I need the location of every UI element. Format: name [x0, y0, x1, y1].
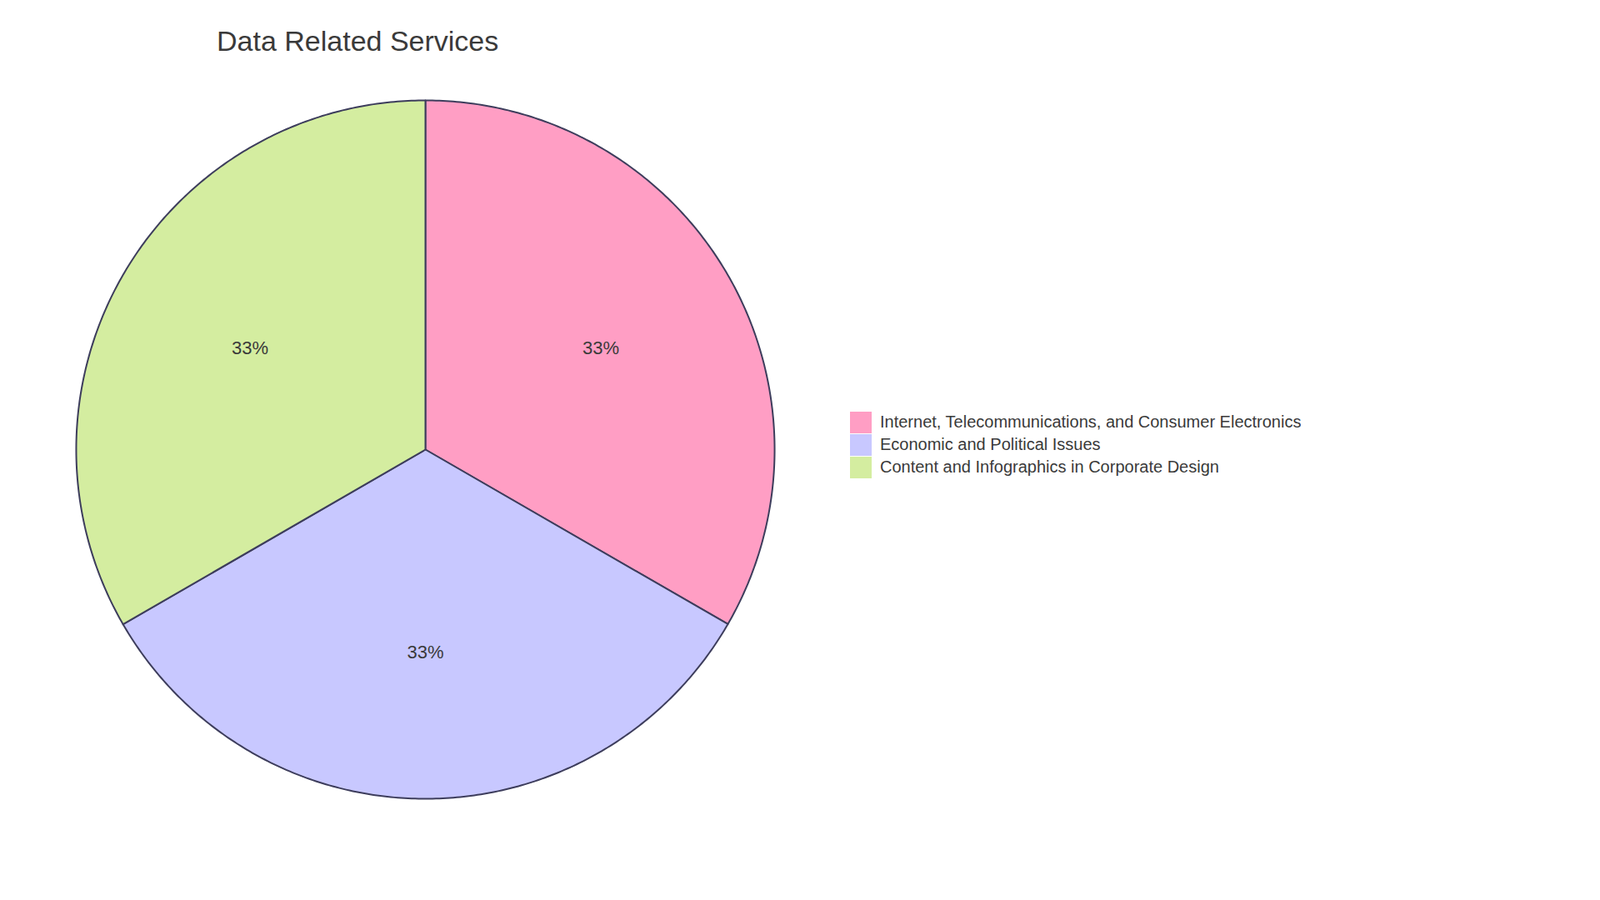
html-text:Economic and Political Issues: Economic and Political Issues — [880, 435, 1101, 454]
html-text:Internet, Telecommunications,: Internet, Telecommunications, and Consum… — [880, 412, 1302, 431]
svg-text:33%: 33% — [407, 641, 445, 663]
html-text:Data Related Services: Data Related Services — [216, 25, 499, 57]
svg-text:33%: 33% — [231, 337, 269, 359]
svg-text:33%: 33% — [582, 337, 620, 359]
html-text:Content and Infographics in Co: Content and Infographics in Corporate De… — [880, 457, 1220, 476]
